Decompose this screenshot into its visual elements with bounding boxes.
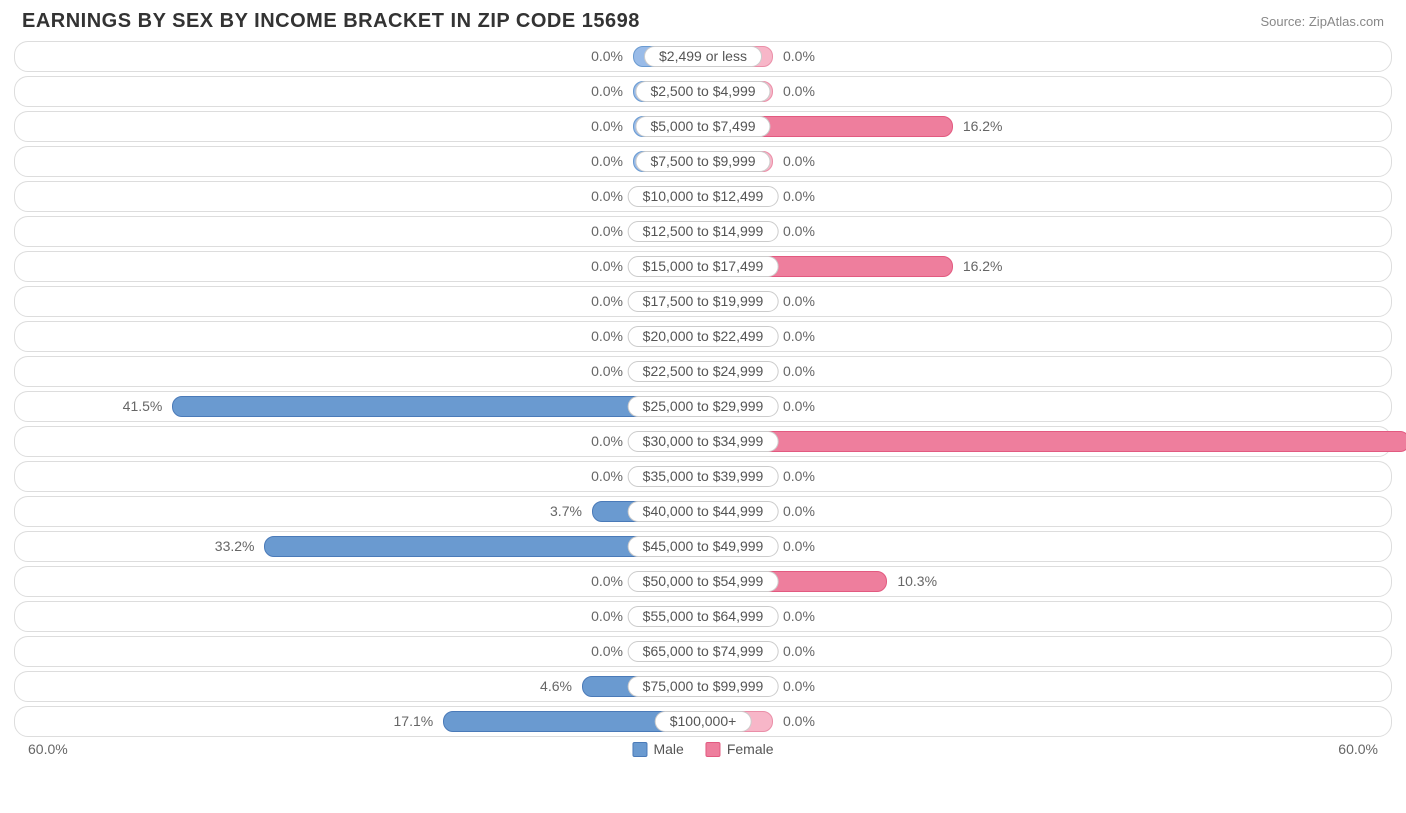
chart-legend: Male Female (632, 741, 773, 757)
category-label: $55,000 to $64,999 (628, 606, 779, 627)
male-value-label: 0.0% (591, 322, 623, 351)
male-value-label: 0.0% (591, 112, 623, 141)
category-label: $45,000 to $49,999 (628, 536, 779, 557)
category-label: $5,000 to $7,499 (635, 116, 770, 137)
category-label: $15,000 to $17,499 (628, 256, 779, 277)
category-label: $20,000 to $22,499 (628, 326, 779, 347)
male-value-label: 0.0% (591, 602, 623, 631)
female-value-label: 0.0% (783, 707, 815, 736)
female-value-label: 0.0% (783, 532, 815, 561)
female-value-label: 0.0% (783, 462, 815, 491)
male-value-label: 0.0% (591, 182, 623, 211)
category-label: $10,000 to $12,499 (628, 186, 779, 207)
female-value-label: 0.0% (783, 42, 815, 71)
male-value-label: 17.1% (394, 707, 434, 736)
chart-body: 0.0% 0.0% $2,499 or less 0.0% 0.0% $2,500 to … (0, 41, 1406, 737)
male-value-label: 41.5% (123, 392, 163, 421)
category-label: $40,000 to $44,999 (628, 501, 779, 522)
male-value-label: 0.0% (591, 252, 623, 281)
category-label: $30,000 to $34,999 (628, 431, 779, 452)
female-value-label: 0.0% (783, 147, 815, 176)
male-value-label: 0.0% (591, 427, 623, 456)
female-value-label: 0.0% (783, 322, 815, 351)
chart-header: EARNINGS BY SEX BY INCOME BRACKET IN ZIP… (0, 0, 1406, 41)
category-label: $22,500 to $24,999 (628, 361, 779, 382)
male-value-label: 0.0% (591, 637, 623, 666)
male-value-label: 3.7% (550, 497, 582, 526)
chart-row: 3.7% 0.0%$40,000 to $44,999 (14, 496, 1392, 527)
female-value-label: 0.0% (783, 672, 815, 701)
category-label: $2,500 to $4,999 (635, 81, 770, 102)
male-value-label: 4.6% (540, 672, 572, 701)
chart-row: 0.0% 0.0%$55,000 to $64,999 (14, 601, 1392, 632)
female-value-label: 0.0% (783, 392, 815, 421)
male-value-label: 0.0% (591, 567, 623, 596)
chart-row: 0.0% 0.0%$10,000 to $12,499 (14, 181, 1392, 212)
chart-row: 0.0% 0.0%$20,000 to $22,499 (14, 321, 1392, 352)
chart-row: 0.0% 0.0%$35,000 to $39,999 (14, 461, 1392, 492)
male-value-label: 0.0% (591, 42, 623, 71)
category-label: $50,000 to $54,999 (628, 571, 779, 592)
female-bar (703, 431, 1406, 452)
chart-row: 0.0% 16.2% $5,000 to $7,499 (14, 111, 1392, 142)
category-label: $35,000 to $39,999 (628, 466, 779, 487)
legend-female: Female (706, 741, 774, 757)
chart-title: EARNINGS BY SEX BY INCOME BRACKET IN ZIP… (22, 10, 640, 33)
legend-male-label: Male (653, 741, 683, 757)
category-label: $75,000 to $99,999 (628, 676, 779, 697)
chart-row: 0.0%57.4%$30,000 to $34,999 (14, 426, 1392, 457)
male-value-label: 0.0% (591, 147, 623, 176)
category-label: $12,500 to $14,999 (628, 221, 779, 242)
male-value-label: 0.0% (591, 77, 623, 106)
male-bar (172, 396, 703, 417)
chart-source: Source: ZipAtlas.com (1260, 14, 1384, 29)
female-value-label: 0.0% (783, 287, 815, 316)
chart-row: 17.1% 0.0% $100,000+ (14, 706, 1392, 737)
female-value-label: 0.0% (783, 217, 815, 246)
chart-row: 33.2% 0.0%$45,000 to $49,999 (14, 531, 1392, 562)
female-value-label: 0.0% (783, 497, 815, 526)
legend-male-swatch (632, 742, 647, 757)
chart-row: 0.0% 10.3% $50,000 to $54,999 (14, 566, 1392, 597)
female-value-label: 0.0% (783, 182, 815, 211)
female-value-label: 16.2% (963, 252, 1003, 281)
male-value-label: 0.0% (591, 287, 623, 316)
chart-row: 0.0% 0.0% $2,499 or less (14, 41, 1392, 72)
axis-max-right: 60.0% (1338, 741, 1378, 757)
chart-row: 0.0% 0.0%$65,000 to $74,999 (14, 636, 1392, 667)
legend-male: Male (632, 741, 683, 757)
category-label: $100,000+ (655, 711, 752, 732)
female-value-label: 0.0% (783, 77, 815, 106)
legend-female-swatch (706, 742, 721, 757)
category-label: $2,499 or less (644, 46, 762, 67)
chart-row: 0.0% 16.2% $15,000 to $17,499 (14, 251, 1392, 282)
male-value-label: 0.0% (591, 357, 623, 386)
female-value-label: 16.2% (963, 112, 1003, 141)
female-value-label: 10.3% (897, 567, 937, 596)
chart-row: 0.0% 0.0% $7,500 to $9,999 (14, 146, 1392, 177)
category-label: $17,500 to $19,999 (628, 291, 779, 312)
female-value-label: 0.0% (783, 602, 815, 631)
category-label: $65,000 to $74,999 (628, 641, 779, 662)
male-value-label: 0.0% (591, 217, 623, 246)
chart-row: 4.6% 0.0%$75,000 to $99,999 (14, 671, 1392, 702)
category-label: $7,500 to $9,999 (635, 151, 770, 172)
chart-row: 0.0% 0.0%$17,500 to $19,999 (14, 286, 1392, 317)
male-value-label: 0.0% (591, 462, 623, 491)
female-value-label: 0.0% (783, 637, 815, 666)
chart-row: 41.5% 0.0%$25,000 to $29,999 (14, 391, 1392, 422)
chart-row: 0.0% 0.0%$22,500 to $24,999 (14, 356, 1392, 387)
female-value-label: 0.0% (783, 357, 815, 386)
chart-footer: 60.0% Male Female 60.0% (0, 741, 1406, 771)
category-label: $25,000 to $29,999 (628, 396, 779, 417)
legend-female-label: Female (727, 741, 774, 757)
chart-row: 0.0% 0.0%$12,500 to $14,999 (14, 216, 1392, 247)
male-value-label: 33.2% (215, 532, 255, 561)
axis-max-left: 60.0% (28, 741, 68, 757)
chart-row: 0.0% 0.0% $2,500 to $4,999 (14, 76, 1392, 107)
